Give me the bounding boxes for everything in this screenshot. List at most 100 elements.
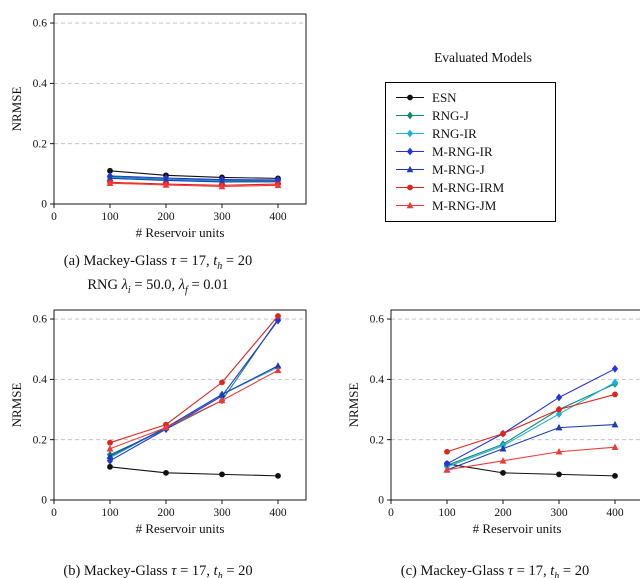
- caption-line: (c) Mackey-Glass τ = 17, th = 20: [345, 562, 640, 578]
- x-axis-label: # Reservoir units: [136, 521, 225, 536]
- series-line-m-rng-j: [446, 424, 616, 471]
- marker-circle-icon: [275, 472, 281, 479]
- plot-border: [53, 309, 307, 501]
- caption-text: = 50.0,: [130, 276, 179, 293]
- marker-triangle-icon: [611, 420, 619, 428]
- legend-item-m-rng-ir: M-RNG-IR: [395, 144, 545, 160]
- y-tick-label: 0.6: [370, 314, 385, 326]
- caption-text: RNG: [87, 276, 122, 293]
- caption-text: τ: [171, 563, 177, 578]
- caption-b: (b) Mackey-Glass τ = 17, th = 20: [8, 562, 308, 578]
- marker-triangle-icon: [555, 423, 563, 431]
- series-line-m-rng-irm: [109, 181, 279, 186]
- caption-text: = 20: [222, 563, 253, 578]
- marker-diamond-icon: [406, 147, 414, 156]
- marker-triangle-icon: [274, 362, 282, 369]
- marker-triangle-icon: [162, 176, 170, 184]
- legend-label: M-RNG-JM: [432, 198, 497, 213]
- legend-swatch-icon: [396, 129, 424, 138]
- series-line-m-rng-jm: [109, 182, 279, 188]
- legend-label: M-RNG-IRM: [432, 180, 505, 195]
- plot-border: [53, 13, 307, 205]
- marker-triangle-icon: [106, 452, 114, 460]
- legend-item-m-rng-irm: M-RNG-IRM: [395, 180, 545, 196]
- marker-diamond-icon: [555, 410, 563, 418]
- marker-diamond-icon: [611, 378, 619, 387]
- marker-circle-icon: [275, 313, 281, 319]
- y-tick-label: 0.2: [33, 138, 48, 150]
- caption-subscript: h: [554, 570, 560, 578]
- caption-subscript: h: [217, 570, 223, 578]
- legend-label: M-RNG-IR: [432, 144, 493, 159]
- marker-triangle-icon: [106, 179, 114, 186]
- y-axis-label: NRMSE: [346, 383, 361, 428]
- caption-text: (c) Mackey-Glass: [400, 563, 508, 578]
- marker-circle-icon: [163, 469, 169, 476]
- x-tick-label: 400: [269, 211, 287, 223]
- x-tick-label: 0: [51, 211, 57, 223]
- x-tick-label: 100: [101, 507, 119, 519]
- legend-title: Evaluated Models: [434, 50, 532, 65]
- marker-circle-icon: [556, 406, 562, 413]
- marker-triangle-icon: [106, 174, 114, 182]
- caption-c: (c) Mackey-Glass τ = 17, th = 20: [345, 562, 640, 578]
- caption-subscript: f: [185, 284, 188, 296]
- series-line-rng-ir: [446, 381, 616, 468]
- caption-text: λ: [121, 276, 128, 293]
- marker-circle-icon: [219, 379, 225, 386]
- series-line-m-rng-ir: [109, 175, 279, 181]
- legend-swatch-icon: [396, 202, 424, 209]
- series-line-m-rng-irm: [109, 315, 279, 444]
- series-line-esn: [446, 463, 616, 477]
- series-line-m-rng-jm: [109, 369, 279, 450]
- marker-triangle-icon: [274, 366, 282, 374]
- caption-line: RNG λi = 50.0, λf = 0.01: [8, 276, 308, 300]
- series-line-m-rng-irm: [446, 393, 616, 453]
- x-tick-label: 100: [438, 507, 456, 519]
- marker-triangle-icon: [162, 181, 170, 188]
- y-tick-label: 0.4: [33, 374, 48, 386]
- x-tick-label: 200: [157, 507, 175, 519]
- x-tick-label: 400: [269, 507, 287, 519]
- legend-item-rng-ir: RNG-IR: [395, 126, 545, 142]
- caption-text: (b) Mackey-Glass: [63, 563, 172, 578]
- marker-triangle-icon: [218, 390, 226, 398]
- marker-triangle-icon: [106, 445, 114, 452]
- marker-circle-icon: [500, 430, 506, 437]
- series-line-m-rng-j: [109, 177, 279, 183]
- series-line-m-rng-ir: [109, 320, 279, 462]
- legend: Evaluated Models ESN RNG-J RNG-IR M-RNG-IR M…: [381, 50, 585, 222]
- legend-swatch-icon: [396, 111, 424, 120]
- x-tick-label: 300: [213, 507, 231, 519]
- marker-circle-icon: [407, 94, 413, 101]
- marker-diamond-icon: [555, 393, 563, 402]
- x-axis-label: # Reservoir units: [136, 225, 225, 240]
- legend-item-rng-j: RNG-J: [395, 108, 545, 124]
- series-line-m-rng-jm: [446, 446, 616, 471]
- marker-triangle-icon: [218, 396, 226, 404]
- series-line-esn: [109, 466, 279, 477]
- caption-text: τ: [170, 253, 177, 269]
- series-line-rng-j: [109, 176, 278, 182]
- chart-c: 0 0.2 0.4 0.6 0 100 200 300 400 # Reservoir units…: [345, 300, 640, 578]
- marker-diamond-icon: [611, 364, 619, 373]
- y-axis-label: NRMSE: [9, 383, 24, 428]
- marker-diamond-icon: [406, 129, 414, 138]
- series-line-m-rng-ir: [446, 368, 616, 465]
- marker-circle-icon: [107, 439, 113, 446]
- x-tick-label: 0: [51, 507, 57, 519]
- marker-circle-icon: [107, 463, 113, 470]
- y-tick-label: 0: [41, 199, 47, 211]
- y-tick-label: 0.4: [33, 78, 48, 90]
- caption-text: t: [550, 563, 555, 578]
- y-tick-label: 0.2: [370, 434, 385, 446]
- marker-circle-icon: [107, 167, 113, 174]
- caption-text: = 17,: [176, 253, 214, 269]
- legend-item-esn: ESN: [395, 90, 545, 106]
- caption-text: (a) Mackey-Glass: [63, 253, 171, 269]
- marker-triangle-icon: [406, 166, 414, 173]
- marker-diamond-icon: [443, 459, 451, 468]
- marker-triangle-icon: [611, 443, 619, 451]
- plot-border: [390, 309, 640, 501]
